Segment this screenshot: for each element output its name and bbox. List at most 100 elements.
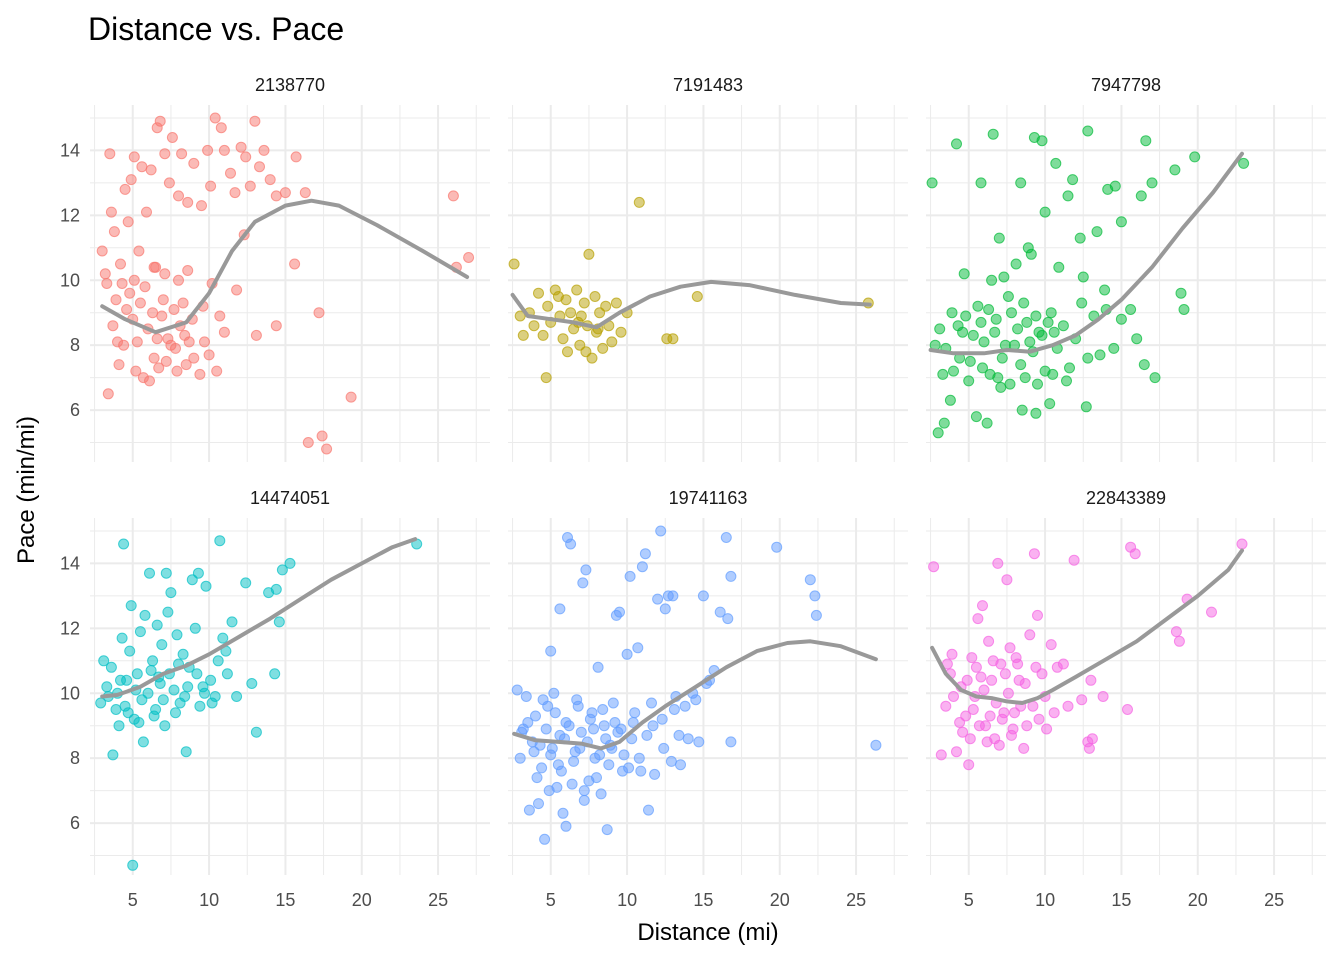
- facet-panel: 7191483: [508, 75, 908, 462]
- data-point: [321, 443, 333, 455]
- data-point: [191, 668, 203, 680]
- data-point: [549, 707, 561, 719]
- data-point: [166, 132, 178, 143]
- data-point: [1033, 713, 1045, 725]
- data-point: [1045, 639, 1057, 651]
- data-point: [639, 548, 651, 560]
- smooth-trend-line: [100, 537, 418, 699]
- data-point: [964, 733, 976, 745]
- data-point: [1238, 157, 1250, 169]
- data-point: [258, 144, 270, 156]
- data-point: [600, 300, 612, 312]
- data-point: [1135, 190, 1147, 202]
- data-point: [218, 326, 230, 338]
- data-point: [147, 307, 159, 319]
- data-point: [157, 694, 169, 706]
- data-point: [270, 320, 282, 332]
- data-point: [345, 391, 357, 403]
- data-point: [601, 824, 613, 836]
- data-point: [121, 304, 133, 315]
- data-point: [244, 180, 256, 192]
- data-point: [231, 691, 243, 702]
- data-point: [539, 833, 551, 845]
- data-point: [809, 590, 821, 602]
- data-point: [211, 365, 223, 377]
- data-point: [537, 329, 549, 341]
- facet-panel: 22843389 5 10 15 20 25: [926, 488, 1326, 910]
- data-point: [981, 417, 993, 429]
- data-point: [102, 388, 114, 400]
- data-point: [623, 762, 635, 774]
- facet-panel: 14474051 6 8 10 12 14 5 10 15 20 25: [60, 488, 490, 910]
- data-point: [954, 717, 966, 728]
- data-point: [290, 151, 302, 163]
- data-point: [447, 190, 459, 202]
- data-point: [621, 648, 633, 660]
- data-point: [122, 216, 134, 228]
- data-point: [1042, 316, 1054, 328]
- data-point: [963, 759, 975, 771]
- data-point: [139, 281, 151, 293]
- data-point: [209, 112, 221, 124]
- data-point: [870, 739, 882, 751]
- data-point: [961, 674, 973, 686]
- data-point: [722, 613, 734, 625]
- data-point: [633, 196, 645, 208]
- data-point: [137, 736, 149, 748]
- data-point: [150, 261, 162, 273]
- data-point: [946, 648, 958, 660]
- data-point: [545, 645, 557, 657]
- data-point: [1062, 700, 1074, 712]
- data-point: [514, 752, 526, 764]
- data-point: [1021, 316, 1033, 328]
- data-point: [615, 723, 627, 735]
- data-point: [180, 746, 192, 758]
- y-tick-label: 6: [70, 813, 80, 833]
- x-tick-label: 10: [199, 890, 219, 910]
- data-point: [134, 297, 146, 309]
- x-tick-label: 5: [128, 890, 138, 910]
- data-point: [205, 674, 217, 686]
- x-axis-title: Distance (mi): [637, 919, 778, 946]
- data-point: [115, 258, 126, 270]
- data-point: [203, 349, 215, 361]
- data-point: [163, 177, 175, 189]
- data-point: [130, 365, 142, 377]
- data-point: [313, 307, 325, 319]
- data-point: [935, 749, 947, 761]
- data-point: [145, 665, 157, 676]
- facet-label: 19741163: [669, 488, 748, 508]
- data-point: [128, 274, 140, 286]
- data-point: [1019, 372, 1031, 384]
- data-point: [188, 157, 200, 169]
- data-point: [1068, 554, 1080, 566]
- data-point: [1028, 548, 1040, 560]
- data-point: [575, 726, 587, 738]
- data-point: [1094, 349, 1106, 361]
- data-point: [1129, 548, 1141, 560]
- data-point: [180, 359, 192, 371]
- data-point: [597, 704, 609, 715]
- data-point: [1125, 304, 1137, 315]
- data-point: [235, 141, 247, 153]
- data-point: [127, 859, 139, 871]
- data-point: [122, 707, 134, 719]
- data-point: [667, 590, 679, 602]
- y-tick-label: 14: [60, 140, 80, 160]
- data-point: [273, 616, 285, 628]
- data-point: [124, 645, 136, 657]
- data-point: [302, 437, 314, 448]
- data-point: [133, 717, 145, 728]
- data-point: [194, 700, 206, 712]
- data-point: [992, 557, 1004, 569]
- facet-label: 2138770: [255, 75, 325, 95]
- data-point: [1189, 151, 1201, 163]
- data-point: [1064, 362, 1075, 374]
- data-point: [1024, 336, 1036, 348]
- data-point: [536, 762, 548, 774]
- data-point: [993, 739, 1005, 751]
- data-point: [566, 778, 578, 790]
- data-point: [144, 567, 155, 579]
- x-tick-label: 10: [1035, 890, 1055, 910]
